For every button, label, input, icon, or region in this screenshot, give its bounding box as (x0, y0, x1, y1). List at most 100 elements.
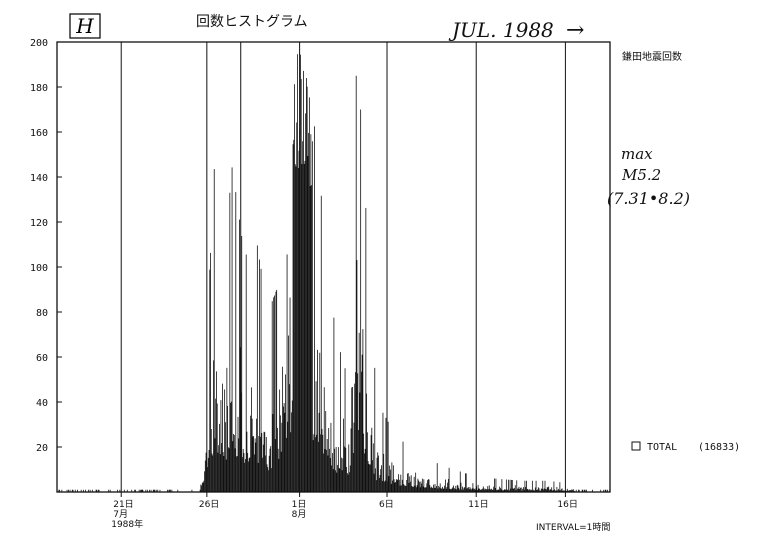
bar (292, 144, 294, 492)
bar (263, 431, 265, 492)
bar (202, 482, 204, 492)
x-tick-label: 8月 (292, 509, 307, 520)
bar (298, 150, 300, 492)
y-tick-label: 60 (36, 353, 48, 364)
bar (476, 489, 478, 492)
bar (368, 463, 370, 492)
bar (220, 400, 222, 492)
bar (155, 489, 157, 492)
bar (395, 479, 397, 492)
bar (553, 481, 555, 492)
bar (224, 422, 226, 492)
bar (555, 490, 557, 492)
bar (565, 490, 567, 492)
bar (249, 457, 251, 492)
bar (241, 236, 243, 492)
bar (237, 416, 239, 492)
bar (71, 489, 73, 492)
bar (433, 484, 434, 492)
bar (219, 454, 221, 492)
bar (347, 474, 349, 492)
bar (342, 458, 344, 492)
bar (422, 486, 424, 492)
bar (522, 488, 524, 492)
y-tick-label: 20 (36, 443, 48, 454)
bar (398, 479, 400, 492)
bar (267, 467, 269, 492)
right-axis-label: 鎌田地震回数 (622, 50, 682, 63)
y-tick-label: 180 (30, 83, 48, 94)
bar (511, 480, 513, 492)
bar (471, 489, 472, 492)
bar (323, 453, 324, 492)
bar (405, 486, 407, 492)
bar (470, 488, 472, 492)
bar (429, 485, 431, 492)
y-tick-label: 140 (30, 173, 48, 184)
bar (486, 489, 488, 492)
bar (385, 417, 387, 492)
bar (274, 295, 275, 492)
bar (418, 480, 420, 492)
bar (458, 487, 460, 492)
bar (327, 455, 329, 492)
bar (403, 484, 405, 492)
bar (532, 490, 534, 492)
bar (219, 423, 220, 492)
bar (408, 482, 410, 492)
bar (401, 485, 402, 492)
bar (212, 455, 214, 492)
bar (311, 141, 313, 493)
bar (528, 489, 530, 492)
bar (504, 489, 506, 492)
bar (478, 488, 480, 492)
bar (528, 490, 530, 492)
bar (85, 489, 87, 492)
bar (244, 462, 246, 492)
bar (353, 422, 355, 492)
bar (349, 465, 351, 492)
bar (332, 469, 334, 492)
x-tick-label: 11日 (468, 499, 488, 510)
bar (538, 488, 540, 492)
bar (265, 436, 267, 492)
bar (473, 488, 475, 492)
y-tick-label: 100 (30, 263, 48, 274)
bar (401, 479, 403, 492)
bar (390, 483, 392, 492)
bar (206, 462, 208, 492)
bar (210, 252, 211, 492)
bar (441, 488, 443, 492)
bar (536, 490, 538, 492)
bar (468, 487, 469, 492)
bar (443, 488, 445, 492)
bar (199, 489, 201, 492)
bar (503, 489, 505, 492)
bar (444, 485, 446, 492)
bar (72, 489, 74, 492)
bar (231, 167, 233, 492)
bar (329, 458, 331, 492)
bar (530, 489, 532, 492)
bar (191, 489, 193, 492)
bar (265, 455, 266, 492)
bar (365, 207, 367, 492)
bar (508, 479, 509, 492)
bar (397, 479, 399, 492)
bar (119, 489, 121, 492)
legend-swatch (631, 441, 641, 451)
bar (411, 486, 413, 492)
bar (450, 489, 451, 492)
bar (543, 488, 545, 492)
bar (372, 460, 373, 492)
bar (505, 479, 507, 492)
bar (575, 489, 577, 492)
bar (303, 70, 304, 492)
bar (262, 444, 264, 492)
bar (320, 434, 321, 492)
bar (572, 489, 574, 492)
bar (233, 433, 234, 492)
bar (554, 490, 556, 492)
bar (435, 487, 437, 492)
bar (531, 490, 533, 492)
